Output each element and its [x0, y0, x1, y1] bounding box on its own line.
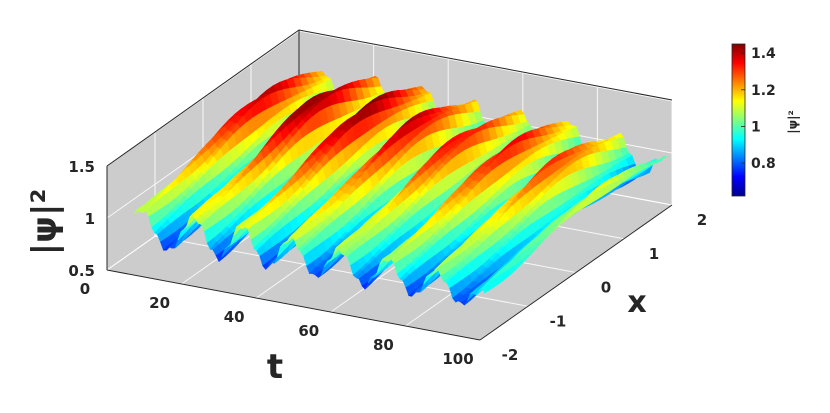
t-tick-label: 0: [80, 280, 90, 298]
x-tick-label: -1: [550, 312, 567, 330]
x-tick-label: 2: [697, 211, 707, 229]
x-axis-label: x: [627, 285, 646, 320]
t-tick-label: 80: [373, 336, 394, 354]
colorbar-tick-label: 1.2: [751, 83, 776, 99]
x-tick-label: 1: [649, 245, 659, 263]
colorbar-tick-label: 1.4: [751, 46, 776, 62]
colorbar-tick-label: 1: [751, 119, 761, 135]
z-tick-label: 1: [85, 210, 95, 228]
colorbar-label: |ψ|²: [786, 110, 800, 134]
z-tick-label: 1.5: [68, 158, 95, 176]
t-tick-label: 60: [298, 322, 319, 340]
x-tick-label: 0: [601, 279, 611, 297]
z-tick-label: 0.5: [68, 262, 95, 280]
x-tick-label: -2: [502, 346, 519, 364]
colorbar-tick-label: 0.8: [751, 156, 776, 172]
surface-plot: [133, 71, 669, 306]
t-tick-label: 20: [149, 294, 170, 312]
t-tick-label: 40: [224, 308, 245, 326]
surface-facet: [481, 282, 492, 294]
t-tick-label: 100: [442, 350, 473, 368]
colorbar: [731, 43, 746, 197]
t-axis-label: t: [267, 347, 283, 387]
z-axis-label: |ψ|²: [25, 189, 65, 256]
axis-ticks: 0 20 40 60 80 100 -2 -1 0 1 2 0.5 1 1.5: [68, 158, 707, 368]
colorbar-ticks: 0.8 1 1.2 1.4: [741, 46, 776, 172]
